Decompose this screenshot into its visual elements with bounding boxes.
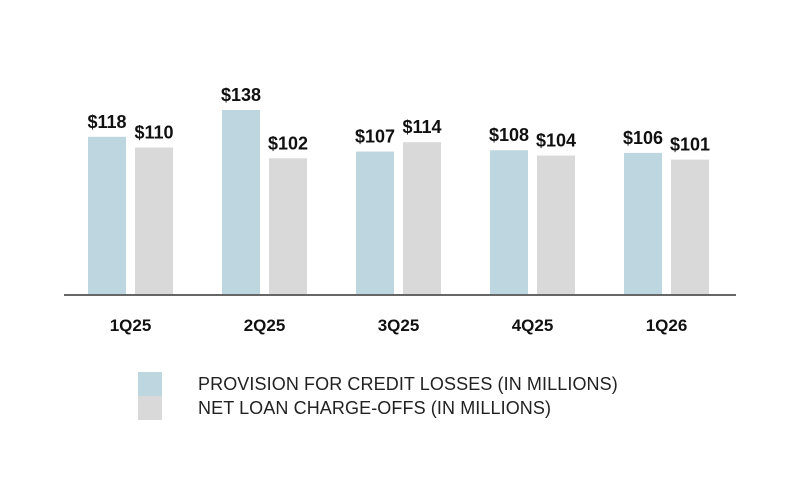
- legend-item-charge-offs: NET LOAN CHARGE-OFFS (IN MILLIONS): [138, 396, 618, 420]
- value-label-provision-2q25: $138: [221, 85, 261, 105]
- legend-swatch-provision: [138, 372, 162, 396]
- bar-provision-3q25: [356, 151, 394, 295]
- bar-provision-2q25: [222, 110, 260, 295]
- bar-charge-offs-1q25: [135, 147, 173, 295]
- value-label-provision-3q25: $107: [355, 127, 395, 147]
- value-label-provision-1q25: $118: [87, 112, 126, 132]
- bar-charge-offs-1q26: [671, 159, 709, 295]
- bar-charge-offs-4q25: [537, 155, 575, 295]
- category-labels-layer: 1Q25 2Q25 3Q25 4Q25 1Q26: [110, 316, 688, 335]
- value-label-provision-1q26: $106: [623, 128, 663, 148]
- legend: PROVISION FOR CREDIT LOSSES (IN MILLIONS…: [138, 372, 618, 420]
- value-label-charge-offs-1q26: $101: [670, 135, 710, 155]
- bar-provision-1q25: [88, 136, 126, 295]
- value-label-charge-offs-3q25: $114: [402, 117, 441, 137]
- category-label-1q26: 1Q26: [646, 316, 688, 335]
- bar-charge-offs-3q25: [403, 142, 441, 295]
- category-label-1q25: 1Q25: [110, 316, 152, 335]
- value-label-charge-offs-4q25: $104: [536, 131, 576, 151]
- legend-label-charge-offs: NET LOAN CHARGE-OFFS (IN MILLIONS): [198, 397, 552, 418]
- bars-layer: [88, 110, 709, 295]
- value-label-charge-offs-1q25: $110: [134, 123, 173, 143]
- category-label-3q25: 3Q25: [378, 316, 420, 335]
- value-label-charge-offs-2q25: $102: [268, 133, 308, 153]
- category-label-4q25: 4Q25: [512, 316, 554, 335]
- bar-chart: $118 $110 $138 $102 $107 $114 $108 $104 $106 $101…: [64, 85, 736, 335]
- legend-item-provision: PROVISION FOR CREDIT LOSSES (IN MILLIONS…: [138, 372, 618, 396]
- value-labels-layer: $118 $110 $138 $102 $107 $114 $108 $104 $106 $101: [87, 85, 710, 155]
- bar-charge-offs-2q25: [269, 158, 307, 295]
- category-label-2q25: 2Q25: [244, 316, 286, 335]
- value-label-provision-4q25: $108: [489, 125, 529, 145]
- bar-provision-4q25: [490, 150, 528, 295]
- legend-swatch-charge-offs: [138, 396, 162, 420]
- legend-label-provision: PROVISION FOR CREDIT LOSSES (IN MILLIONS…: [198, 373, 618, 394]
- bar-provision-1q26: [624, 152, 662, 295]
